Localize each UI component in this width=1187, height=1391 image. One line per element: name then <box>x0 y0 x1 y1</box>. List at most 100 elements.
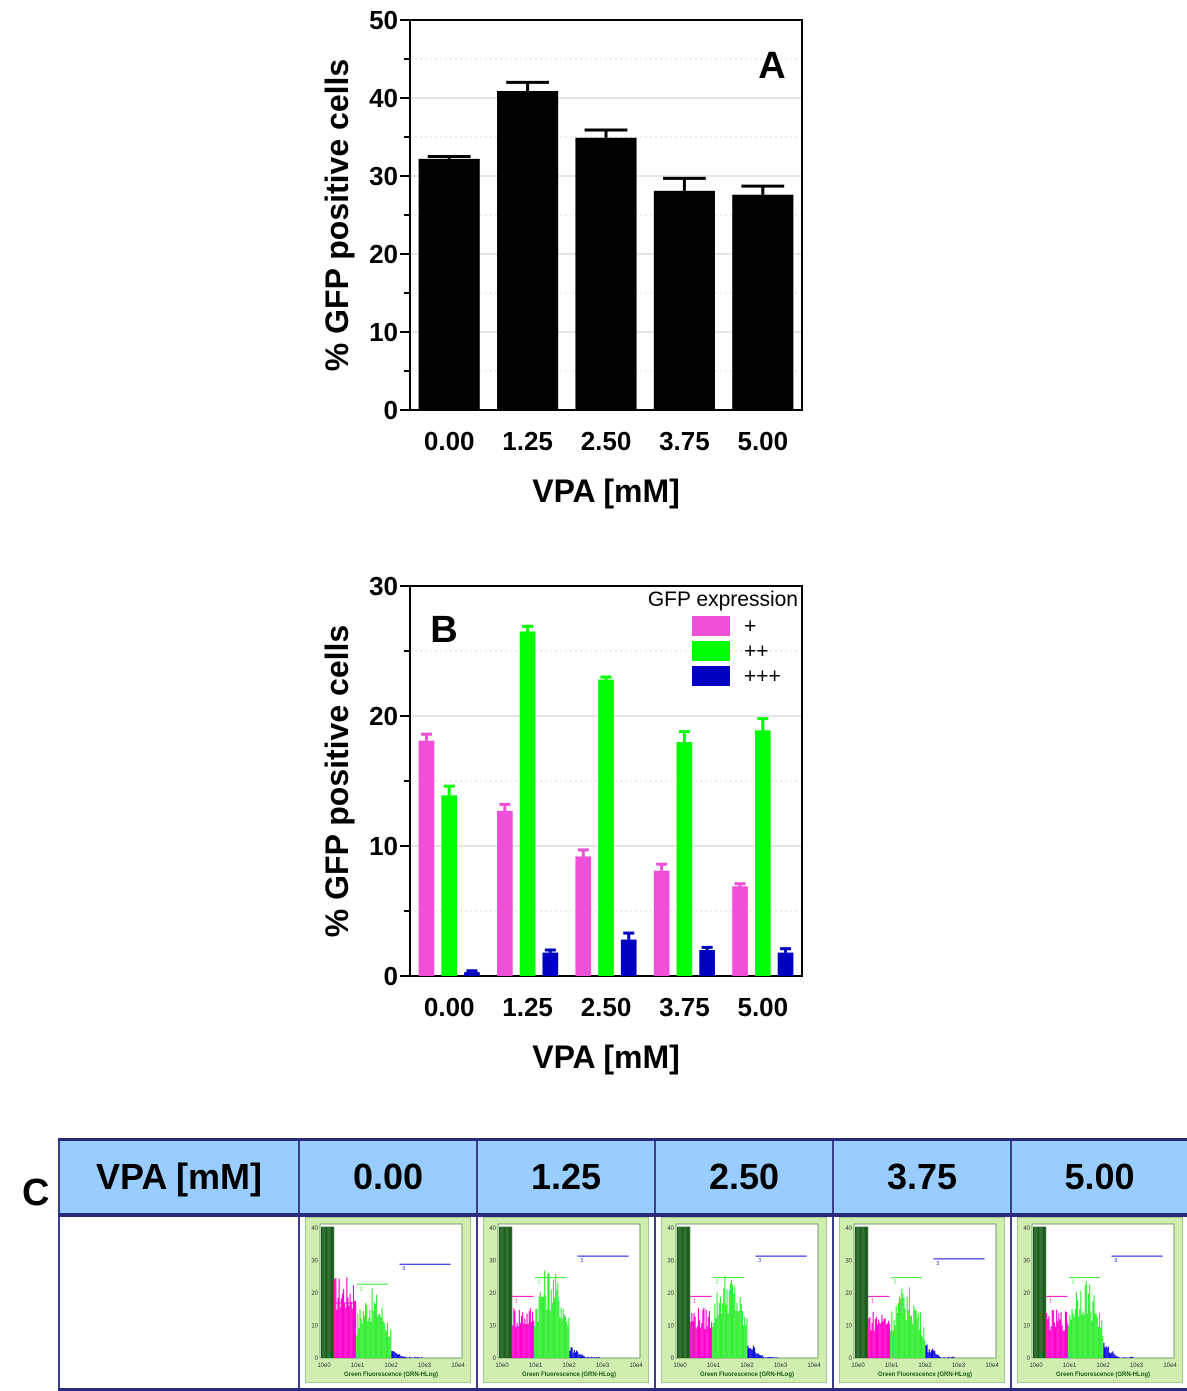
hist-bin <box>1078 1316 1079 1358</box>
x-tick-label-1: 1.25 <box>502 992 553 1022</box>
hist-bin <box>730 1283 731 1358</box>
hist-bin <box>587 1357 588 1358</box>
hist-bin <box>1100 1328 1101 1358</box>
hist-bin <box>895 1325 896 1358</box>
hist-bin <box>390 1330 391 1358</box>
hist-x-tick-label: 10e1 <box>351 1363 365 1369</box>
hist-bin <box>930 1352 931 1358</box>
panel-c-label: C <box>22 1172 49 1215</box>
hist-bin <box>336 1310 337 1358</box>
legend-title: GFP expression <box>648 588 798 611</box>
hist-bin <box>571 1347 572 1358</box>
hist-bin <box>377 1317 378 1358</box>
hist-bin <box>754 1348 755 1358</box>
hist-y-tick-label: 40 <box>311 1226 318 1232</box>
hist-bin <box>1088 1294 1089 1358</box>
hist-bin <box>546 1310 547 1358</box>
hist-bin <box>505 1227 506 1358</box>
hist-bin <box>909 1287 910 1358</box>
hist-bin <box>1063 1330 1064 1358</box>
hist-bin <box>887 1323 888 1358</box>
hist-bin <box>1070 1320 1071 1358</box>
gate-label-1: 1 <box>871 1298 874 1304</box>
hist-bin <box>543 1297 544 1358</box>
legend-label-2: +++ <box>744 665 781 688</box>
hist-bin <box>418 1357 419 1358</box>
hist-bin <box>1061 1325 1062 1358</box>
hist-bin <box>332 1227 333 1358</box>
hist-bin <box>598 1357 599 1358</box>
bar-s1-0 <box>441 795 457 976</box>
hist-bin <box>552 1303 553 1358</box>
hist-bin <box>522 1312 523 1358</box>
hist-bin <box>1111 1352 1112 1358</box>
hist-x-tick-label: 10e1 <box>885 1363 899 1369</box>
hist-bin <box>943 1357 944 1358</box>
hist-x-tick-label: 10e3 <box>774 1363 788 1369</box>
hist-bin <box>758 1354 759 1358</box>
hist-bin <box>1110 1354 1111 1358</box>
hist-bin <box>1123 1357 1124 1358</box>
hist-bin <box>393 1351 394 1358</box>
hist-bin <box>388 1337 389 1358</box>
hist-bin <box>585 1357 586 1358</box>
hist-bin <box>1130 1357 1131 1358</box>
hist-bin <box>767 1357 768 1358</box>
hist-bin <box>869 1317 870 1358</box>
gate-label-2: 2 <box>360 1286 363 1292</box>
hist-bin <box>371 1322 372 1358</box>
hist-y-tick-label: 0 <box>493 1356 497 1362</box>
hist-bin <box>378 1314 379 1358</box>
hist-bin <box>540 1292 541 1358</box>
x-tick-label-1: 1.25 <box>502 426 553 456</box>
hist-x-tick-label: 10e1 <box>707 1363 721 1369</box>
hist-bin <box>750 1348 751 1358</box>
x-tick-label-0: 0.00 <box>424 992 475 1022</box>
hist-bin <box>1075 1292 1076 1358</box>
hist-x-tick-label: 10e3 <box>596 1363 610 1369</box>
hist-bin <box>1049 1330 1050 1358</box>
bar-s0-2 <box>575 138 636 410</box>
bar-s1-2 <box>598 680 614 976</box>
hist-bin <box>870 1330 871 1358</box>
hist-bin <box>1069 1315 1070 1358</box>
hist-bin <box>1081 1315 1082 1358</box>
hist-bin <box>579 1354 580 1358</box>
hist-bin <box>1047 1319 1048 1358</box>
hist-bin <box>368 1318 369 1358</box>
hist-bin <box>872 1323 873 1358</box>
hist-y-tick-label: 40 <box>1023 1226 1030 1232</box>
hist-bin <box>699 1320 700 1358</box>
hist-bin <box>506 1227 507 1358</box>
hist-bin <box>334 1279 335 1358</box>
hist-bin <box>940 1357 941 1358</box>
hist-bin <box>929 1349 930 1358</box>
legend-swatch-0 <box>692 616 730 636</box>
hist-y-tick-label: 10 <box>311 1324 318 1330</box>
hist-bin <box>573 1353 574 1358</box>
hist-bin <box>596 1357 597 1358</box>
hist-x-tick-label: 10e0 <box>317 1363 331 1369</box>
hist-bin <box>523 1323 524 1358</box>
hist-bin <box>717 1293 718 1358</box>
hist-bin <box>1067 1323 1068 1358</box>
hist-x-label: Green Fluorescence (GRN-HLog) <box>1055 1372 1149 1378</box>
bar-s0-2 <box>575 856 591 976</box>
hist-x-label: Green Fluorescence (GRN-HLog) <box>878 1372 972 1378</box>
hist-bin <box>922 1337 923 1358</box>
hist-bin <box>396 1353 397 1358</box>
hist-bin <box>564 1315 565 1358</box>
hist-bin <box>503 1227 504 1358</box>
hist-bin <box>718 1315 719 1358</box>
hist-x-tick-label: 10e0 <box>1029 1363 1043 1369</box>
hist-bin <box>578 1354 579 1358</box>
hist-bin <box>896 1306 897 1358</box>
hist-bin <box>1084 1285 1085 1358</box>
hist-bin <box>567 1325 568 1358</box>
hist-bin <box>711 1322 712 1358</box>
hist-bin <box>398 1355 399 1358</box>
